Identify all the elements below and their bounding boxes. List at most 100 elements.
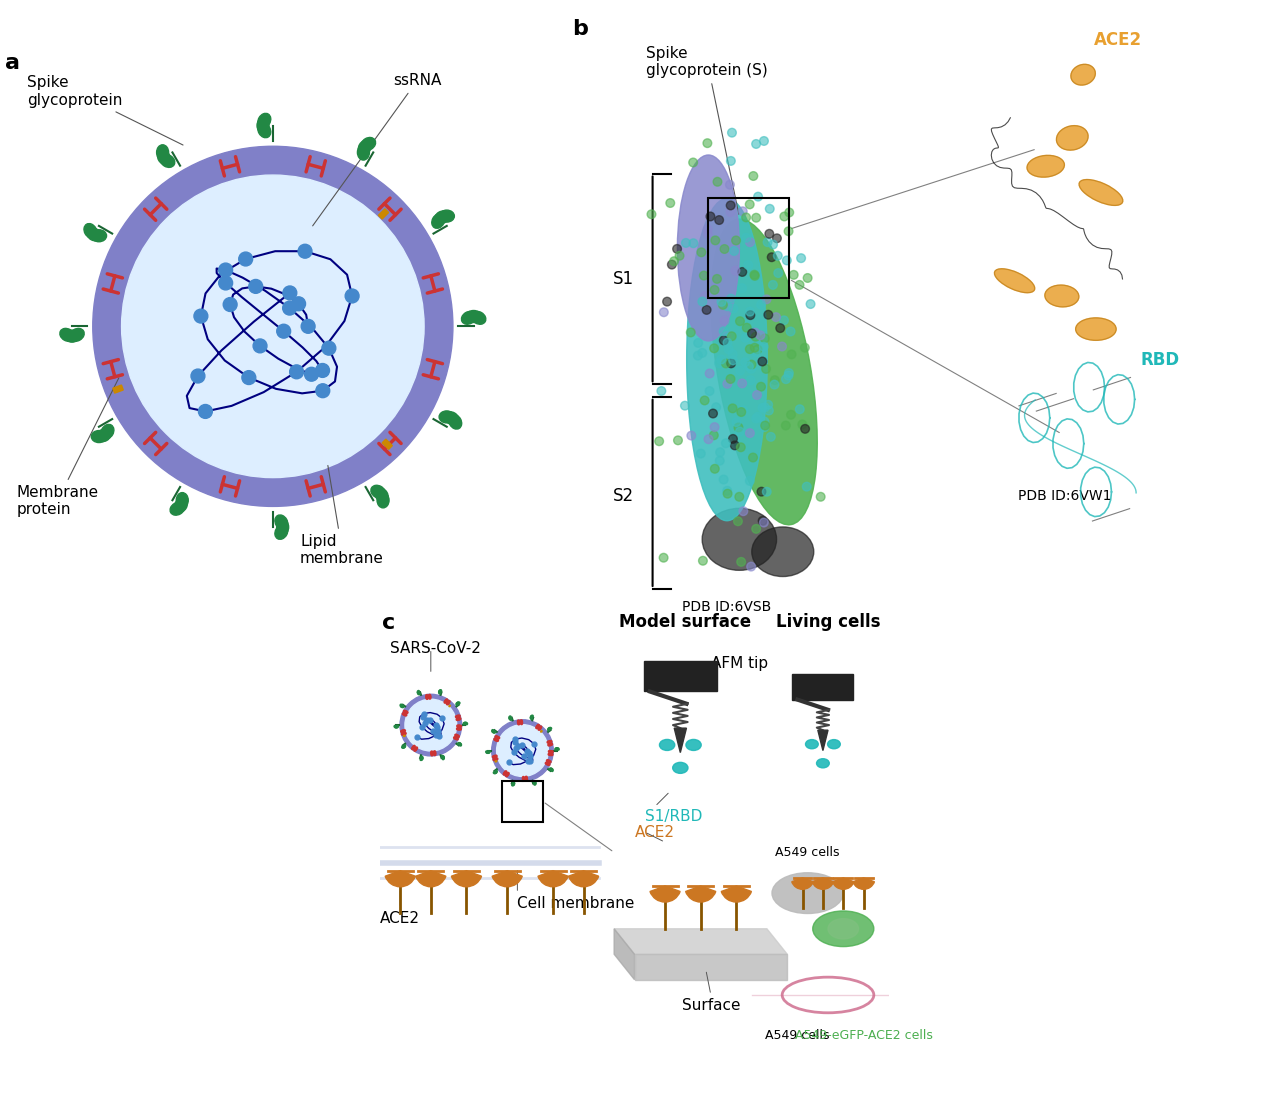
Circle shape xyxy=(713,275,721,283)
Ellipse shape xyxy=(418,692,420,694)
Ellipse shape xyxy=(464,723,467,725)
Ellipse shape xyxy=(439,210,454,223)
Circle shape xyxy=(723,339,732,346)
Ellipse shape xyxy=(711,219,817,525)
Ellipse shape xyxy=(402,746,405,748)
Bar xyxy=(792,674,854,700)
Ellipse shape xyxy=(513,782,515,785)
Circle shape xyxy=(720,475,728,484)
Circle shape xyxy=(721,317,728,325)
Ellipse shape xyxy=(418,692,420,695)
Wedge shape xyxy=(386,871,415,887)
Circle shape xyxy=(736,317,745,325)
Text: S1: S1 xyxy=(613,270,634,288)
Circle shape xyxy=(775,323,784,332)
Circle shape xyxy=(782,375,791,383)
Circle shape xyxy=(698,349,707,358)
Circle shape xyxy=(720,337,728,344)
Circle shape xyxy=(706,369,714,377)
Circle shape xyxy=(698,557,707,565)
Circle shape xyxy=(765,205,774,214)
Circle shape xyxy=(768,252,777,261)
Bar xyxy=(113,385,123,393)
Ellipse shape xyxy=(530,716,533,718)
Circle shape xyxy=(305,368,319,381)
Circle shape xyxy=(732,236,740,245)
Circle shape xyxy=(727,332,736,341)
Circle shape xyxy=(708,410,717,417)
Wedge shape xyxy=(538,871,569,887)
Ellipse shape xyxy=(377,493,390,508)
Ellipse shape xyxy=(404,745,406,747)
Circle shape xyxy=(760,403,769,412)
Circle shape xyxy=(779,315,788,324)
Ellipse shape xyxy=(495,770,497,773)
Ellipse shape xyxy=(458,743,461,745)
Ellipse shape xyxy=(1071,64,1095,85)
Circle shape xyxy=(802,483,811,492)
Circle shape xyxy=(778,342,787,351)
Circle shape xyxy=(687,432,695,439)
Ellipse shape xyxy=(812,911,874,946)
Circle shape xyxy=(726,180,735,189)
Circle shape xyxy=(301,320,315,333)
Circle shape xyxy=(218,263,232,277)
Circle shape xyxy=(345,289,359,303)
Ellipse shape xyxy=(463,723,466,725)
Wedge shape xyxy=(685,886,716,902)
Circle shape xyxy=(744,261,753,269)
Text: PDB ID:6VSB: PDB ID:6VSB xyxy=(683,600,772,613)
Circle shape xyxy=(764,406,773,415)
Ellipse shape xyxy=(449,414,462,430)
Circle shape xyxy=(698,297,707,306)
Circle shape xyxy=(714,359,723,368)
Ellipse shape xyxy=(457,702,459,704)
Circle shape xyxy=(726,374,735,383)
Polygon shape xyxy=(614,929,634,980)
Circle shape xyxy=(787,350,796,359)
Circle shape xyxy=(194,309,208,323)
Circle shape xyxy=(801,343,810,352)
Ellipse shape xyxy=(495,772,497,774)
Circle shape xyxy=(737,558,745,566)
Ellipse shape xyxy=(492,731,495,733)
Circle shape xyxy=(742,234,750,242)
Text: S2: S2 xyxy=(613,487,634,505)
Circle shape xyxy=(670,257,679,266)
Circle shape xyxy=(739,207,747,216)
Ellipse shape xyxy=(434,211,449,224)
Ellipse shape xyxy=(157,151,170,165)
Ellipse shape xyxy=(258,117,269,133)
Circle shape xyxy=(689,158,698,167)
Circle shape xyxy=(697,449,706,458)
Ellipse shape xyxy=(176,493,188,508)
Ellipse shape xyxy=(86,228,102,241)
Ellipse shape xyxy=(827,919,859,939)
Circle shape xyxy=(675,251,684,260)
Circle shape xyxy=(746,311,755,320)
Text: Living cells: Living cells xyxy=(775,613,881,631)
Circle shape xyxy=(745,362,754,371)
Ellipse shape xyxy=(555,748,557,751)
Wedge shape xyxy=(721,886,751,902)
Circle shape xyxy=(711,465,720,473)
Ellipse shape xyxy=(84,224,96,238)
Circle shape xyxy=(736,366,745,375)
Ellipse shape xyxy=(494,772,496,774)
Ellipse shape xyxy=(371,485,386,498)
Circle shape xyxy=(728,435,737,443)
Circle shape xyxy=(801,424,810,433)
Circle shape xyxy=(673,245,681,254)
Circle shape xyxy=(289,365,303,379)
Circle shape xyxy=(694,339,703,348)
Ellipse shape xyxy=(442,756,444,758)
Polygon shape xyxy=(614,929,787,954)
Circle shape xyxy=(764,310,773,319)
Ellipse shape xyxy=(444,412,459,425)
Ellipse shape xyxy=(102,424,114,438)
Circle shape xyxy=(736,443,745,452)
Circle shape xyxy=(727,128,736,137)
Circle shape xyxy=(758,487,765,496)
Circle shape xyxy=(725,333,733,342)
Circle shape xyxy=(749,453,758,462)
